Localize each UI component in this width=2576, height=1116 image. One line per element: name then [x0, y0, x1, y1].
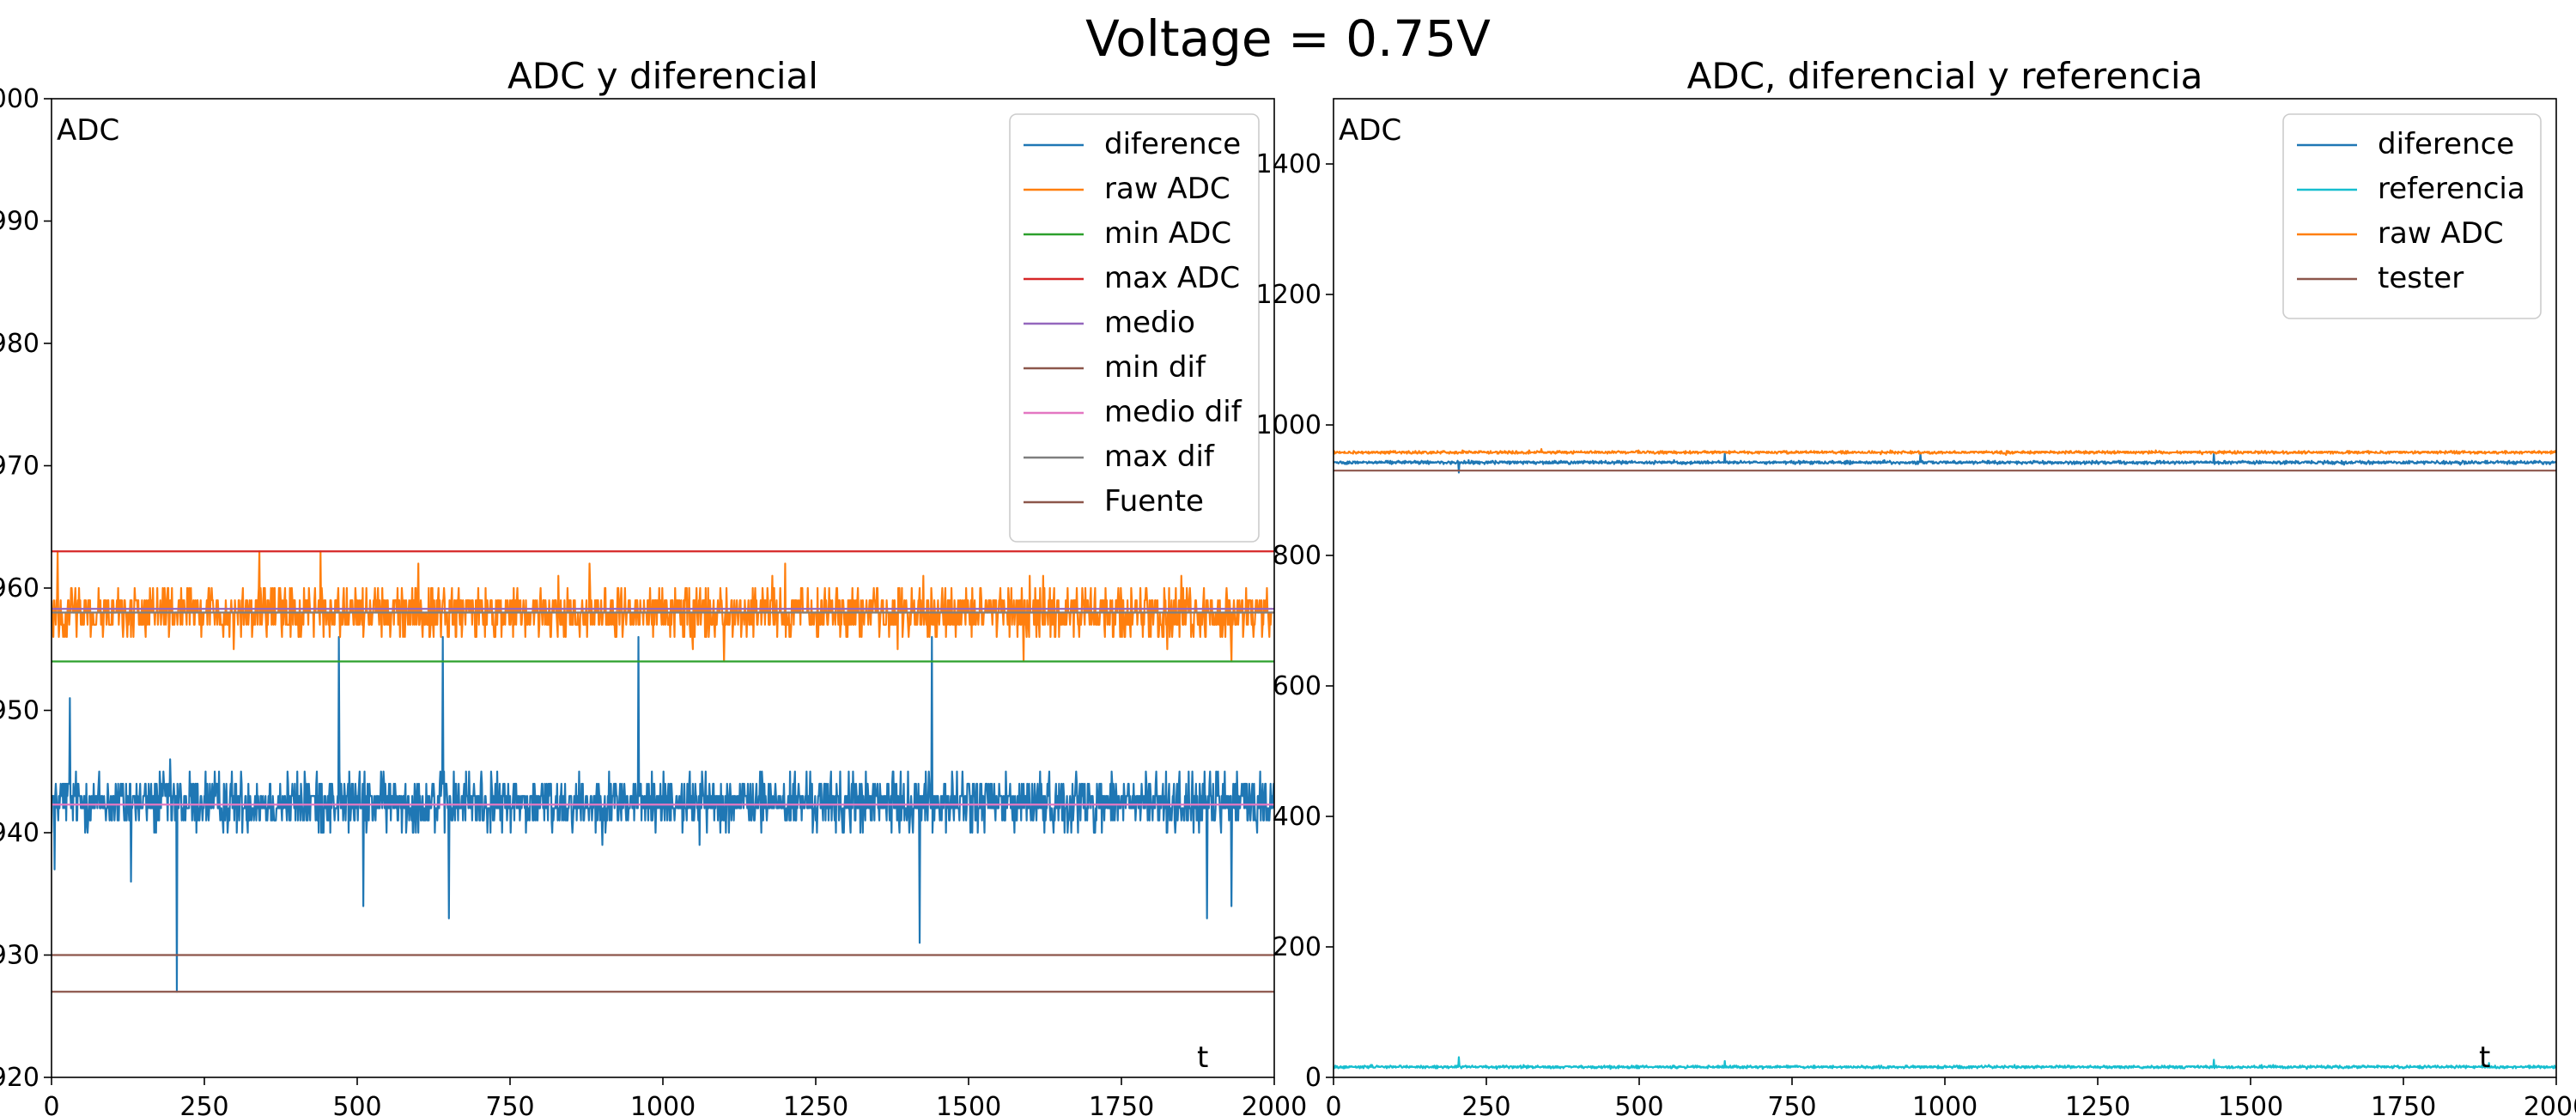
x-tick-label: 1500 — [936, 1092, 1001, 1116]
x-tick-label: 0 — [43, 1092, 59, 1116]
y-tick-label: 930 — [0, 941, 39, 971]
x-tick-label: 2000 — [2524, 1092, 2576, 1116]
y-tick-label: 1200 — [1256, 280, 1321, 310]
x-tick-label: 1750 — [1089, 1092, 1154, 1116]
y-tick-label: 950 — [0, 696, 39, 726]
chart-title: ADC y diferencial — [507, 55, 818, 97]
y-tick-label: 970 — [0, 452, 39, 482]
series-raw-adc-line — [1334, 449, 2556, 455]
y-axis-label: ADC — [1339, 113, 1401, 148]
x-tick-label: 250 — [179, 1092, 228, 1116]
y-tick-label: 400 — [1273, 802, 1321, 832]
x-tick-label: 1750 — [2371, 1092, 2436, 1116]
x-tick-label: 2000 — [1242, 1092, 1307, 1116]
legend: diference referencia raw ADC tester — [2283, 114, 2541, 318]
x-tick-label: 1500 — [2218, 1092, 2283, 1116]
y-tick-label: 200 — [1273, 932, 1321, 962]
legend-label-raw-adc: raw ADC — [1104, 172, 1230, 206]
y-tick-label: 1400 — [1256, 149, 1321, 179]
y-tick-label: 960 — [0, 573, 39, 603]
legend: diference raw ADC min ADC max ADC medio min d… — [1010, 114, 1259, 542]
x-tick-label: 500 — [332, 1092, 381, 1116]
y-tick-label: 600 — [1273, 671, 1321, 701]
series-raw-adc-line — [52, 551, 1274, 661]
x-axis-label: t — [2479, 1040, 2490, 1075]
legend-label-min-dif: min dif — [1104, 350, 1206, 385]
legend-label-min-adc: min ADC — [1104, 216, 1231, 251]
legend-label-referencia: referencia — [2378, 172, 2525, 206]
series-diference-line — [52, 637, 1274, 992]
legend-label-medio: medio — [1104, 306, 1195, 340]
x-tick-label: 750 — [1767, 1092, 1816, 1116]
chart-adc-diferencial-y-referencia: ADC, diferencial y referencia 0 250 500 750 1… — [1256, 55, 2576, 1116]
legend-label-fuente: Fuente — [1104, 484, 1204, 519]
legend-label-tester: tester — [2378, 261, 2464, 295]
y-tick-label: 0 — [1305, 1063, 1321, 1093]
plot-area — [52, 551, 1274, 992]
y-tick-label: 940 — [0, 818, 39, 848]
x-tick-label: 1000 — [1912, 1092, 1978, 1116]
y-tick-label: 980 — [0, 329, 39, 359]
legend-label-raw-adc: raw ADC — [2378, 216, 2504, 251]
x-tick-label: 250 — [1461, 1092, 1510, 1116]
chart-title: ADC, diferencial y referencia — [1687, 55, 2203, 97]
x-axis-label: t — [1197, 1040, 1208, 1075]
x-tick-label: 750 — [485, 1092, 534, 1116]
y-tick-label: 1000 — [0, 84, 39, 114]
y-tick-label: 920 — [0, 1063, 39, 1093]
x-tick-label: 1250 — [783, 1092, 848, 1116]
y-axis-label: ADC — [57, 113, 119, 148]
x-tick-label: 500 — [1614, 1092, 1663, 1116]
figure-suptitle: Voltage = 0.75V — [1085, 9, 1491, 68]
y-tick-label: 990 — [0, 207, 39, 237]
y-tick-label: 1000 — [1256, 410, 1321, 440]
chart-adc-y-diferencial: ADC y diferencial 0 250 500 750 1000 1250 1500 1… — [0, 55, 1307, 1116]
legend-label-diference: diference — [2378, 127, 2514, 161]
legend-label-medio-dif: medio dif — [1104, 395, 1242, 429]
legend-label-max-dif: max dif — [1104, 440, 1215, 474]
x-tick-label: 0 — [1325, 1092, 1341, 1116]
legend-label-diference: diference — [1104, 127, 1241, 161]
legend-label-max-adc: max ADC — [1104, 261, 1240, 295]
series-referencia-line — [1334, 1057, 2556, 1069]
plot-area — [1334, 449, 2556, 1069]
x-tick-label: 1250 — [2065, 1092, 2130, 1116]
y-tick-label: 800 — [1273, 541, 1321, 571]
x-tick-label: 1000 — [630, 1092, 696, 1116]
